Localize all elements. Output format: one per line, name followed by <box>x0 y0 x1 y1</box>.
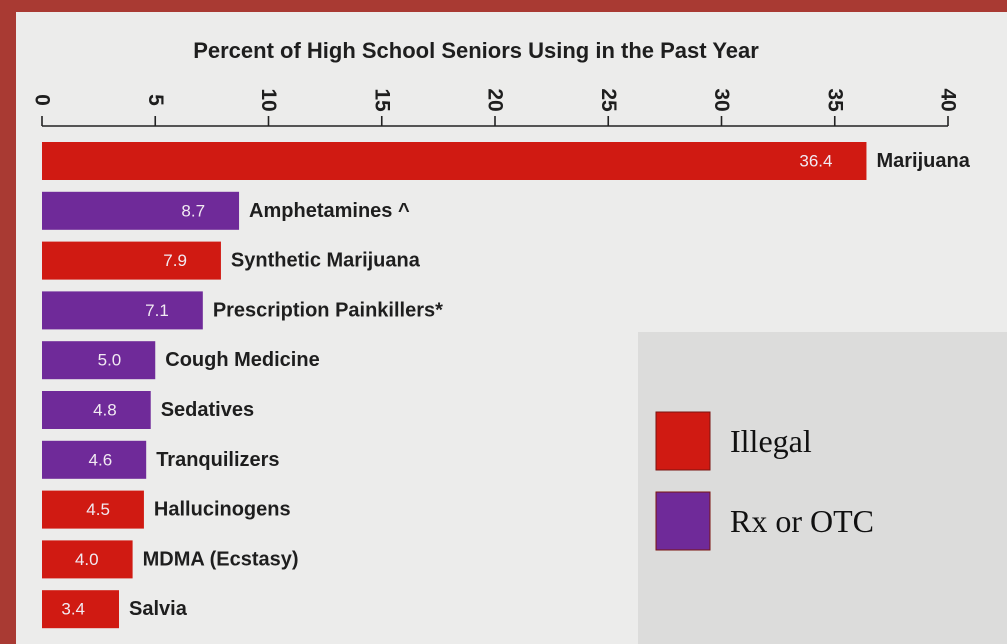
bar-value-label: 7.9 <box>163 251 187 270</box>
bar-value-label: 8.7 <box>181 201 205 220</box>
bar <box>42 291 203 330</box>
x-tick-label: 20 <box>484 88 507 111</box>
bar-row: 4.5 Hallucinogens <box>42 490 291 529</box>
bar-series: 36.4 Marijuana 8.7 Amphetamines ^ 7.9 Synthet… <box>42 142 971 629</box>
x-tick-label: 40 <box>937 88 960 111</box>
bar-row: 5.0 Cough Medicine <box>42 341 320 380</box>
bar <box>42 241 221 280</box>
category-label: Salvia <box>129 598 188 620</box>
bar-value-label: 4.8 <box>93 401 117 420</box>
x-tick-label: 5 <box>144 94 167 106</box>
bar-value-label: 4.0 <box>75 550 99 569</box>
category-label: Tranquilizers <box>156 449 279 471</box>
bar-value-label: 7.1 <box>145 301 169 320</box>
legend-swatch <box>655 411 711 471</box>
bar-value-label: 5.0 <box>98 351 122 370</box>
bar <box>42 391 151 429</box>
bar <box>42 440 147 479</box>
legend: Illegal Rx or OTC <box>655 411 874 551</box>
bar-row: 7.9 Synthetic Marijuana <box>42 241 421 280</box>
bar-value-label: 36.4 <box>799 152 832 171</box>
x-tick-label: 35 <box>823 88 846 112</box>
legend-swatch <box>655 491 711 551</box>
legend-item-rx: Rx or OTC <box>655 491 874 551</box>
legend-label: Illegal <box>730 423 812 459</box>
bar <box>42 142 867 180</box>
chart-title: Percent of High School Seniors Using in … <box>193 38 759 63</box>
category-label: Sedatives <box>161 399 254 421</box>
category-label: Synthetic Marijuana <box>231 250 421 272</box>
x-tick-label: 10 <box>257 88 280 111</box>
bar <box>42 590 120 629</box>
category-label: MDMA (Ecstasy) <box>143 548 299 570</box>
bar <box>42 341 156 380</box>
bar <box>42 540 133 579</box>
x-tick-label: 0 <box>31 94 54 106</box>
x-axis: 0 5 10 15 20 25 30 35 40 <box>31 88 960 127</box>
bar-row: 8.7 Amphetamines ^ <box>42 191 410 230</box>
bar-row: 7.1 Prescription Painkillers* <box>42 291 443 330</box>
category-label: Marijuana <box>876 150 970 172</box>
category-label: Prescription Painkillers* <box>213 299 443 321</box>
x-tick-label: 30 <box>710 88 733 111</box>
bar-row: 36.4 Marijuana <box>42 142 971 180</box>
bar <box>42 191 240 230</box>
bar-row: 4.0 MDMA (Ecstasy) <box>42 540 299 579</box>
x-tick-label: 15 <box>370 88 393 112</box>
x-tick-label: 25 <box>597 88 620 112</box>
category-label: Hallucinogens <box>154 499 291 521</box>
bar-value-label: 4.6 <box>89 450 113 469</box>
bar-row: 3.4 Salvia <box>42 590 188 629</box>
legend-label: Rx or OTC <box>730 503 874 539</box>
bar-value-label: 3.4 <box>61 600 85 619</box>
category-label: Amphetamines ^ <box>249 200 410 222</box>
legend-panel <box>638 332 1007 644</box>
bar <box>42 490 144 529</box>
bar-row: 4.6 Tranquilizers <box>42 440 280 479</box>
legend-item-illegal: Illegal <box>655 411 812 471</box>
bar-value-label: 4.5 <box>86 500 110 519</box>
category-label: Cough Medicine <box>165 349 319 371</box>
bar-row: 4.8 Sedatives <box>42 391 254 429</box>
